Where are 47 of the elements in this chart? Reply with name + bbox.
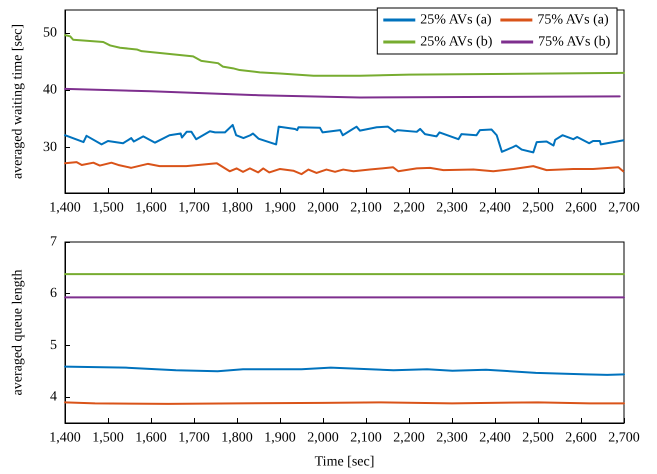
x-tick-label: 2,600 [565, 430, 597, 446]
x-tick-label: 2,400 [479, 200, 511, 216]
line-series [64, 34, 625, 77]
y-tick-label: 40 [43, 82, 57, 98]
y-tick-label: 4 [50, 390, 57, 405]
line-series [64, 161, 624, 176]
line-series [64, 124, 624, 154]
x-tick-label: 2,700 [608, 430, 640, 446]
x-tick-label: 2,100 [350, 200, 382, 216]
y-axis-title: averaged waiting time [sec] [10, 24, 26, 180]
x-tick-label: 2,500 [522, 430, 554, 446]
x-tick-label: 1,400 [49, 430, 81, 446]
x-tick-label: 2,200 [393, 200, 425, 216]
x-tick-label: 2,000 [307, 200, 339, 216]
x-axis-title: Time [sec] [314, 454, 374, 470]
x-tick-label: 1,700 [178, 200, 210, 216]
y-tick-label: 30 [43, 140, 57, 155]
legend-label: 25% AVs (b) [420, 34, 493, 50]
x-tick-label: 2,400 [479, 430, 511, 446]
x-tick-label: 2,100 [350, 430, 382, 446]
legend-label: 25% AVs (a) [420, 12, 492, 28]
x-tick-label: 1,600 [135, 430, 167, 446]
line-series [64, 88, 621, 98]
line-series [64, 366, 625, 376]
x-tick-label: 2,700 [608, 200, 640, 216]
y-tick-label: 50 [43, 25, 57, 40]
x-tick-label: 2,500 [522, 200, 554, 216]
x-tick-label: 1,700 [178, 430, 210, 446]
x-tick-label: 1,500 [92, 200, 124, 216]
x-tick-label: 2,000 [307, 430, 339, 446]
y-tick-label: 6 [50, 286, 57, 302]
x-tick-label: 1,800 [221, 430, 253, 446]
x-tick-label: 2,200 [393, 430, 425, 446]
y-axis-title: averaged queue length [10, 270, 26, 396]
x-tick-label: 2,300 [436, 200, 468, 216]
x-tick-label: 1,900 [264, 430, 296, 446]
x-tick-label: 1,800 [221, 200, 253, 216]
legend-label: 75% AVs (a) [537, 12, 609, 28]
legend-label: 75% AVs (b) [538, 34, 611, 50]
y-tick-label: 5 [50, 338, 57, 353]
x-tick-label: 2,600 [565, 200, 597, 216]
x-tick-label: 1,900 [264, 200, 296, 216]
x-tick-label: 2,300 [436, 430, 468, 446]
y-tick-label: 7 [50, 234, 57, 250]
x-tick-label: 1,500 [92, 430, 124, 446]
x-tick-label: 1,600 [135, 200, 167, 216]
x-tick-label: 1,400 [49, 200, 81, 216]
